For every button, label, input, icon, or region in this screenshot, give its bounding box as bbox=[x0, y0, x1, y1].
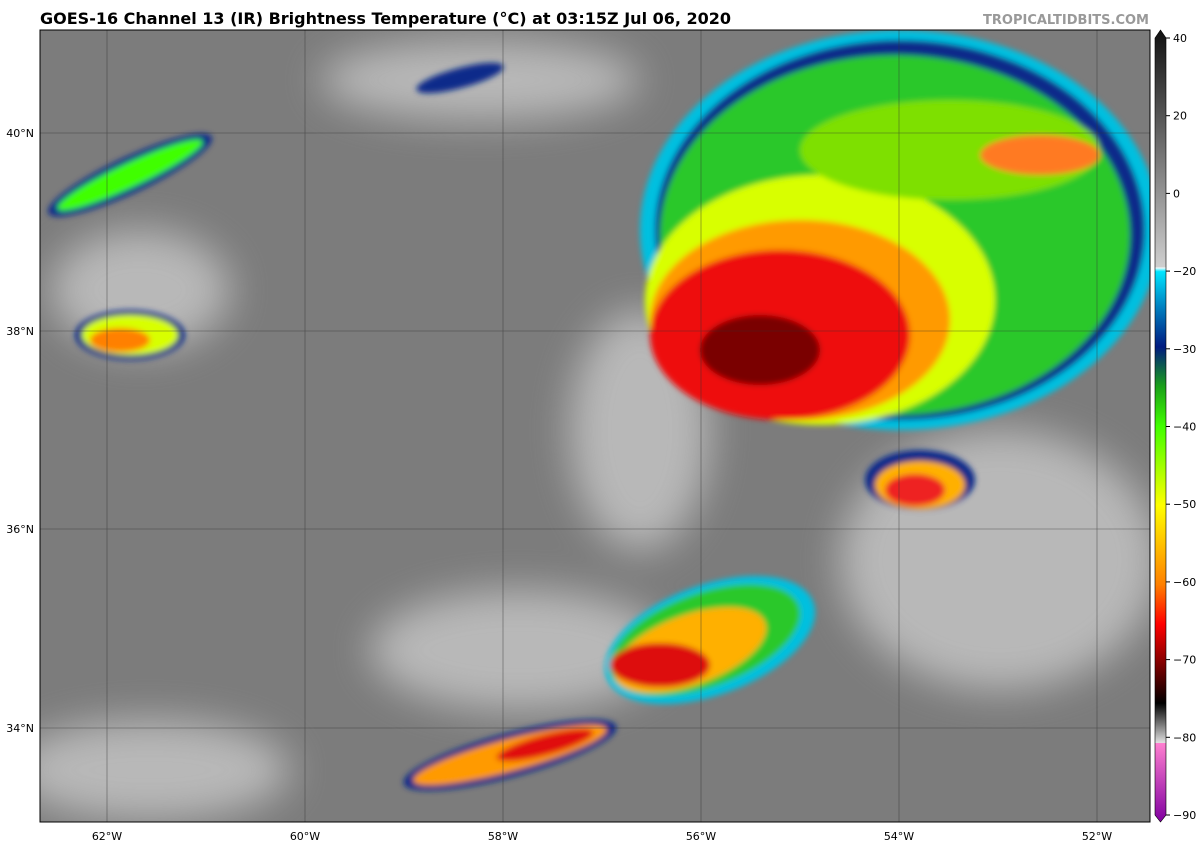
lon-label: 58°W bbox=[488, 830, 518, 843]
colorbar-tick-label: −40 bbox=[1173, 421, 1196, 434]
colorbar-tick-label: 40 bbox=[1173, 32, 1187, 45]
watermark: TROPICALTIDBITS.COM bbox=[983, 13, 1149, 28]
lat-label: 40°N bbox=[6, 127, 34, 140]
colorbar-tick-label: −90 bbox=[1173, 809, 1196, 822]
lon-label: 60°W bbox=[290, 830, 320, 843]
lon-label: 56°W bbox=[686, 830, 716, 843]
lat-label: 38°N bbox=[6, 325, 34, 338]
lon-label: 54°W bbox=[884, 830, 914, 843]
colorbar-tick-label: −20 bbox=[1173, 265, 1196, 278]
colorbar-tick-label: −30 bbox=[1173, 343, 1196, 356]
lon-label: 52°W bbox=[1082, 830, 1112, 843]
colorbar-tick-label: −70 bbox=[1173, 654, 1196, 667]
colorbar-tick-label: −80 bbox=[1173, 731, 1196, 744]
colorbar-tick-label: 0 bbox=[1173, 187, 1180, 200]
imagery bbox=[40, 30, 1150, 822]
colorbar-tick-label: 20 bbox=[1173, 110, 1187, 123]
lat-label: 34°N bbox=[6, 722, 34, 735]
colorbar-tick-label: −50 bbox=[1173, 498, 1196, 511]
colorbar bbox=[1154, 29, 1167, 823]
lon-label: 62°W bbox=[92, 830, 122, 843]
colorbar-tick-label: −60 bbox=[1173, 576, 1196, 589]
lat-label: 36°N bbox=[6, 523, 34, 536]
title: GOES-16 Channel 13 (IR) Brightness Tempe… bbox=[40, 9, 731, 28]
